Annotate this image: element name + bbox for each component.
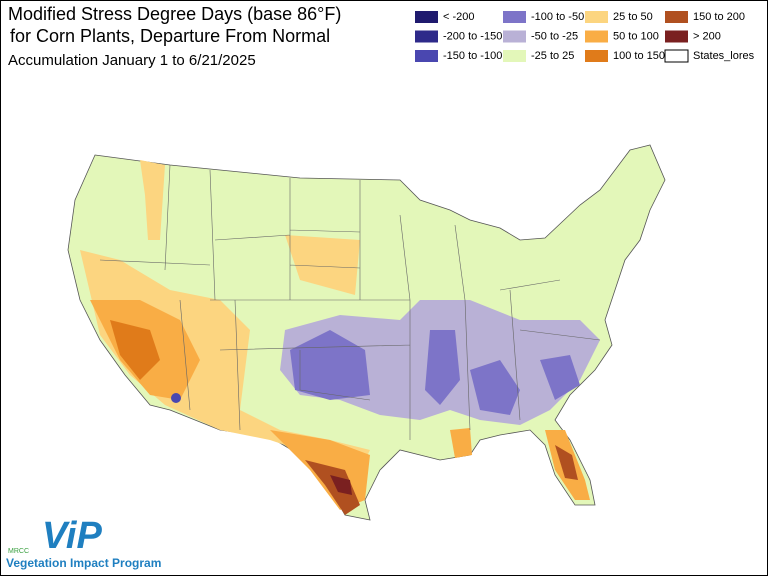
state-borders [99,164,601,440]
title: Modified Stress Degree Days (base 86°F) [8,4,341,24]
map [67,144,666,521]
legend-label: -150 to -100 [443,50,502,62]
logo: MRCC ViP Vegetation Impact Program [6,515,161,570]
legend-swatch [585,30,608,43]
warm-anomaly [80,160,590,515]
legend-label: -200 to -150 [443,30,502,42]
legend-swatch [665,11,688,23]
legend-swatch [585,11,608,23]
legend-label: -100 to -50 [531,11,584,23]
legend-swatch [585,50,608,62]
legend: < -200 -200 to -150 -150 to -100 -100 to -5… [415,11,755,63]
logo-org: MRCC [8,548,29,555]
legend-label: 50 to 100 [613,30,659,42]
legend-label: 25 to 50 [613,11,653,23]
logo-program: Vegetation Impact Program [6,556,161,570]
legend-label: -50 to -25 [531,30,578,42]
title: for Corn Plants, Departure From Normal [10,26,330,46]
legend-label: > 200 [693,30,721,42]
legend-swatch [415,50,438,62]
legend-swatch [415,30,438,43]
legend-swatch [415,11,438,23]
legend-swatch [665,30,688,43]
legend-label: < -200 [443,11,475,23]
legend-label: -25 to 25 [531,50,574,62]
cool-anomaly [171,300,600,425]
legend-swatch [664,49,689,63]
legend-label: 150 to 200 [693,11,745,23]
subtitle: Accumulation January 1 to 6/21/2025 [8,52,256,69]
legend-label: States_lores [693,50,755,62]
legend-swatch [503,11,526,23]
legend-label: 100 to 150 [613,50,665,62]
logo-mark: ViP [42,515,102,557]
legend-swatch [503,50,526,62]
legend-swatch [503,30,526,43]
